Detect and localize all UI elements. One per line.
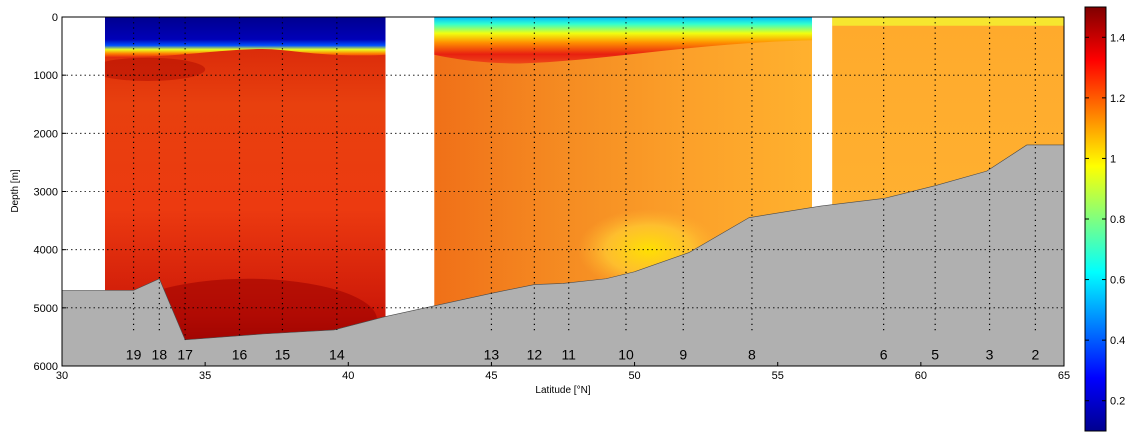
station-label-17: 17 — [177, 346, 193, 362]
y-axis: 0 1000 2000 3000 4000 5000 6000 — [34, 12, 66, 373]
x-tick-label: 65 — [1058, 370, 1070, 382]
y-tick-label: 3000 — [34, 187, 58, 199]
x-axis: 30 35 40 45 50 55 60 65 — [56, 362, 1070, 382]
station-label-3: 3 — [986, 346, 994, 362]
x-tick-label: 40 — [342, 370, 354, 382]
y-tick-label: 4000 — [34, 245, 58, 257]
y-axis-label: Depth [m] — [10, 169, 21, 213]
field-west-surface — [104, 17, 386, 58]
colorbar-tick-label: 0.2 — [1110, 396, 1125, 408]
station-label-18: 18 — [152, 346, 168, 362]
y-tick-label: 1000 — [34, 70, 58, 82]
station-labels: 19 18 17 16 15 14 13 12 11 10 9 8 6 5 3 2 — [126, 346, 1040, 362]
station-label-12: 12 — [527, 346, 543, 362]
seafloor — [61, 144, 1065, 367]
y-tick-label: 0 — [52, 12, 58, 24]
y-tick-label: 5000 — [34, 303, 58, 315]
station-lines — [132, 17, 1036, 340]
colorbar-tick-label: 0.8 — [1110, 214, 1125, 226]
x-tick-label: 35 — [199, 370, 211, 382]
station-label-14: 14 — [329, 346, 345, 362]
station-label-15: 15 — [275, 346, 291, 362]
station-label-13: 13 — [484, 346, 500, 362]
colorbar-tick-label: 0.6 — [1110, 275, 1125, 287]
y-tick-label: 6000 — [34, 361, 58, 373]
field-east-surface — [832, 17, 1064, 26]
colorbar-tick-label: 1.2 — [1110, 93, 1125, 105]
field-central-surface — [434, 17, 813, 64]
x-axis-label: Latitude [°N] — [535, 385, 590, 396]
colorbar-tick-label: 1 — [1110, 153, 1116, 165]
x-tick-label: 30 — [56, 370, 68, 382]
station-label-9: 9 — [679, 346, 687, 362]
x-tick-label: 50 — [628, 370, 640, 382]
y-tick-label: 2000 — [34, 128, 58, 140]
station-label-6: 6 — [880, 346, 888, 362]
station-label-16: 16 — [232, 346, 248, 362]
colorbar-ticks: 0.2 0.4 0.6 0.8 1 1.2 1.4 — [1085, 32, 1125, 408]
colorbar-tick-label: 0.4 — [1110, 335, 1125, 347]
station-label-5: 5 — [931, 346, 939, 362]
station-label-10: 10 — [618, 346, 634, 362]
colorbar-tick-label: 1.4 — [1110, 32, 1125, 44]
seafloor-shape — [61, 144, 1065, 367]
colorbar: 0.2 0.4 0.6 0.8 1 1.2 1.4 — [1084, 6, 1125, 432]
field-intermediate-core — [90, 57, 206, 81]
station-label-2: 2 — [1031, 346, 1039, 362]
x-tick-label: 45 — [485, 370, 497, 382]
station-label-19: 19 — [126, 346, 142, 362]
x-tick-label: 60 — [915, 370, 927, 382]
station-label-8: 8 — [748, 346, 756, 362]
station-label-11: 11 — [561, 346, 576, 362]
x-tick-label: 55 — [772, 370, 784, 382]
grid-lines — [62, 74, 1064, 309]
